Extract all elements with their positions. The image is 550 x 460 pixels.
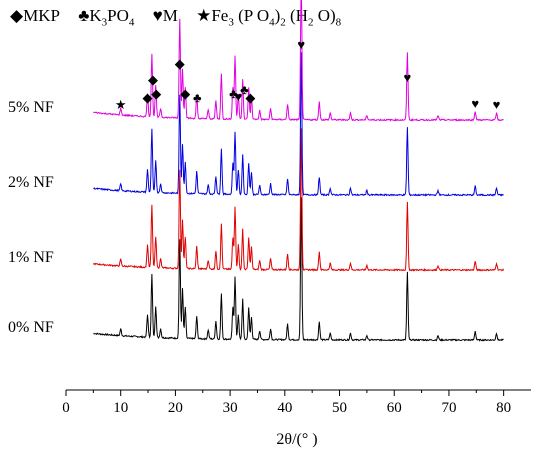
series-layer xyxy=(92,0,505,342)
peak-marker: ♥ xyxy=(234,89,242,104)
x-tick-label: 30 xyxy=(223,400,238,416)
diamond-icon: ◆ xyxy=(10,6,24,25)
peak-marker: ♥ xyxy=(297,37,305,52)
label-layer: 0% NF 1% NF 2% NF 5% NF xyxy=(8,99,54,336)
peak-marker: ◆ xyxy=(143,90,153,105)
peak-marker: ◆ xyxy=(175,56,185,71)
series-line xyxy=(93,197,504,342)
legend: ◆MKP ♣K3PO4 ♥M ★Fe3 (P O4)2 (H2 O)8 xyxy=(10,6,355,28)
x-tick-label: 10 xyxy=(113,400,128,416)
x-tick-label: 80 xyxy=(496,400,511,416)
marker-layer: ★ ◆◆◆◆◆ ♣ ♣♥♣◆♥♥♥ ♥ xyxy=(115,37,501,112)
legend-item-fe3po4: ★Fe3 (P O4)2 (H2 O)8 xyxy=(196,6,342,29)
x-axis: 0 10 20 30 40 50 60 70 80 xyxy=(62,389,531,416)
series-label: 1% NF xyxy=(8,249,54,266)
x-axis-label: 2θ/(° ) xyxy=(276,431,317,448)
peak-marker: ★ xyxy=(115,97,127,112)
legend-item-m: ♥M xyxy=(152,6,178,25)
legend-item-k3po4: ♣K3PO4 xyxy=(78,6,135,29)
x-tick-label: 0 xyxy=(62,400,70,416)
series-label: 2% NF xyxy=(8,174,54,191)
peak-marker: ♥ xyxy=(471,96,479,111)
peak-marker: ◆ xyxy=(148,72,158,87)
series-line xyxy=(93,0,504,122)
x-tick-label: 50 xyxy=(332,400,347,416)
club-icon: ♣ xyxy=(78,6,90,25)
series-label: 5% NF xyxy=(8,99,54,116)
x-tick-label: 70 xyxy=(441,400,456,416)
peak-marker: ♣ xyxy=(229,86,238,101)
series-line xyxy=(92,128,505,272)
peak-marker: ♥ xyxy=(404,70,412,85)
peak-marker: ◆ xyxy=(151,86,161,101)
legend-item-mkp: ◆MKP xyxy=(10,6,60,25)
heart-icon: ♥ xyxy=(152,6,163,25)
peak-marker: ♥ xyxy=(493,97,501,112)
peak-marker: ◆ xyxy=(245,90,255,105)
peak-marker: ♣ xyxy=(240,82,249,97)
x-tick-label: 20 xyxy=(168,400,183,416)
peak-marker: ◆ xyxy=(180,86,190,101)
peak-marker: ♣ xyxy=(193,90,202,105)
x-tick-label: 60 xyxy=(387,400,402,416)
series-label: 0% NF xyxy=(8,319,54,336)
series-line xyxy=(93,52,504,197)
x-tick-label: 40 xyxy=(277,400,292,416)
star-icon: ★ xyxy=(196,6,212,25)
